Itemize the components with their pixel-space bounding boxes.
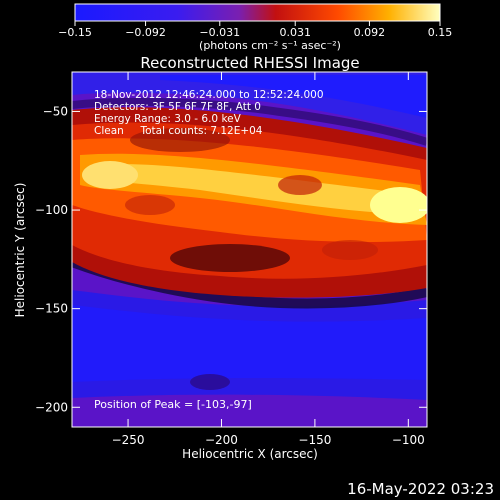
plot-frame bbox=[71, 71, 428, 428]
x-tick-label: −250 bbox=[112, 433, 145, 447]
annotation-line: Detectors: 3F 5F 6F 7F 8F, Att 0 bbox=[94, 101, 261, 113]
annotation-line: 18-Nov-2012 12:46:24.000 to 12:52:24.000 bbox=[94, 89, 324, 101]
y-tick-label: −100 bbox=[35, 203, 68, 217]
chart-title: Reconstructed RHESSI Image bbox=[140, 54, 359, 72]
colorbar-tick-label: 0.092 bbox=[354, 26, 386, 39]
x-axis-label: Heliocentric X (arcsec) bbox=[182, 447, 318, 461]
y-tick-label: −50 bbox=[43, 104, 68, 118]
colorbar bbox=[74, 3, 441, 22]
colorbar-unit-label: (photons cm⁻² s⁻¹ asec⁻²) bbox=[199, 39, 341, 52]
annotation-block: 18-Nov-2012 12:46:24.000 to 12:52:24.000… bbox=[94, 89, 324, 137]
heatmap-image bbox=[72, 72, 427, 427]
y-tick-label: −200 bbox=[35, 400, 68, 414]
colorbar-ticks: −0.15 −0.092 −0.031 0.031 0.092 0.15 bbox=[58, 21, 452, 39]
y-axis-label: Heliocentric Y (arcsec) bbox=[13, 183, 27, 318]
colorbar-tick-label: −0.031 bbox=[199, 26, 240, 39]
colorbar-tick-label: −0.15 bbox=[58, 26, 92, 39]
peak-position-label: Position of Peak = [-103,-97] bbox=[94, 398, 252, 411]
x-tick-label: −150 bbox=[298, 433, 331, 447]
x-tick-label: −100 bbox=[392, 433, 425, 447]
x-axis-ticks: −250 −200 −150 −100 bbox=[112, 72, 425, 447]
colorbar-tick-label: −0.092 bbox=[125, 26, 166, 39]
colorbar-tick-label: 0.031 bbox=[279, 26, 311, 39]
annotation-line: Clean Total counts: 7.12E+04 bbox=[94, 125, 263, 137]
y-tick-label: −150 bbox=[35, 302, 68, 316]
footer-date: 16-May-2022 03:23 bbox=[347, 480, 494, 498]
y-axis-ticks: −50 −100 −150 −200 bbox=[35, 104, 427, 414]
x-tick-label: −200 bbox=[205, 433, 238, 447]
annotation-line: Energy Range: 3.0 - 6.0 keV bbox=[94, 113, 242, 125]
colorbar-tick-label: 0.15 bbox=[428, 26, 453, 39]
